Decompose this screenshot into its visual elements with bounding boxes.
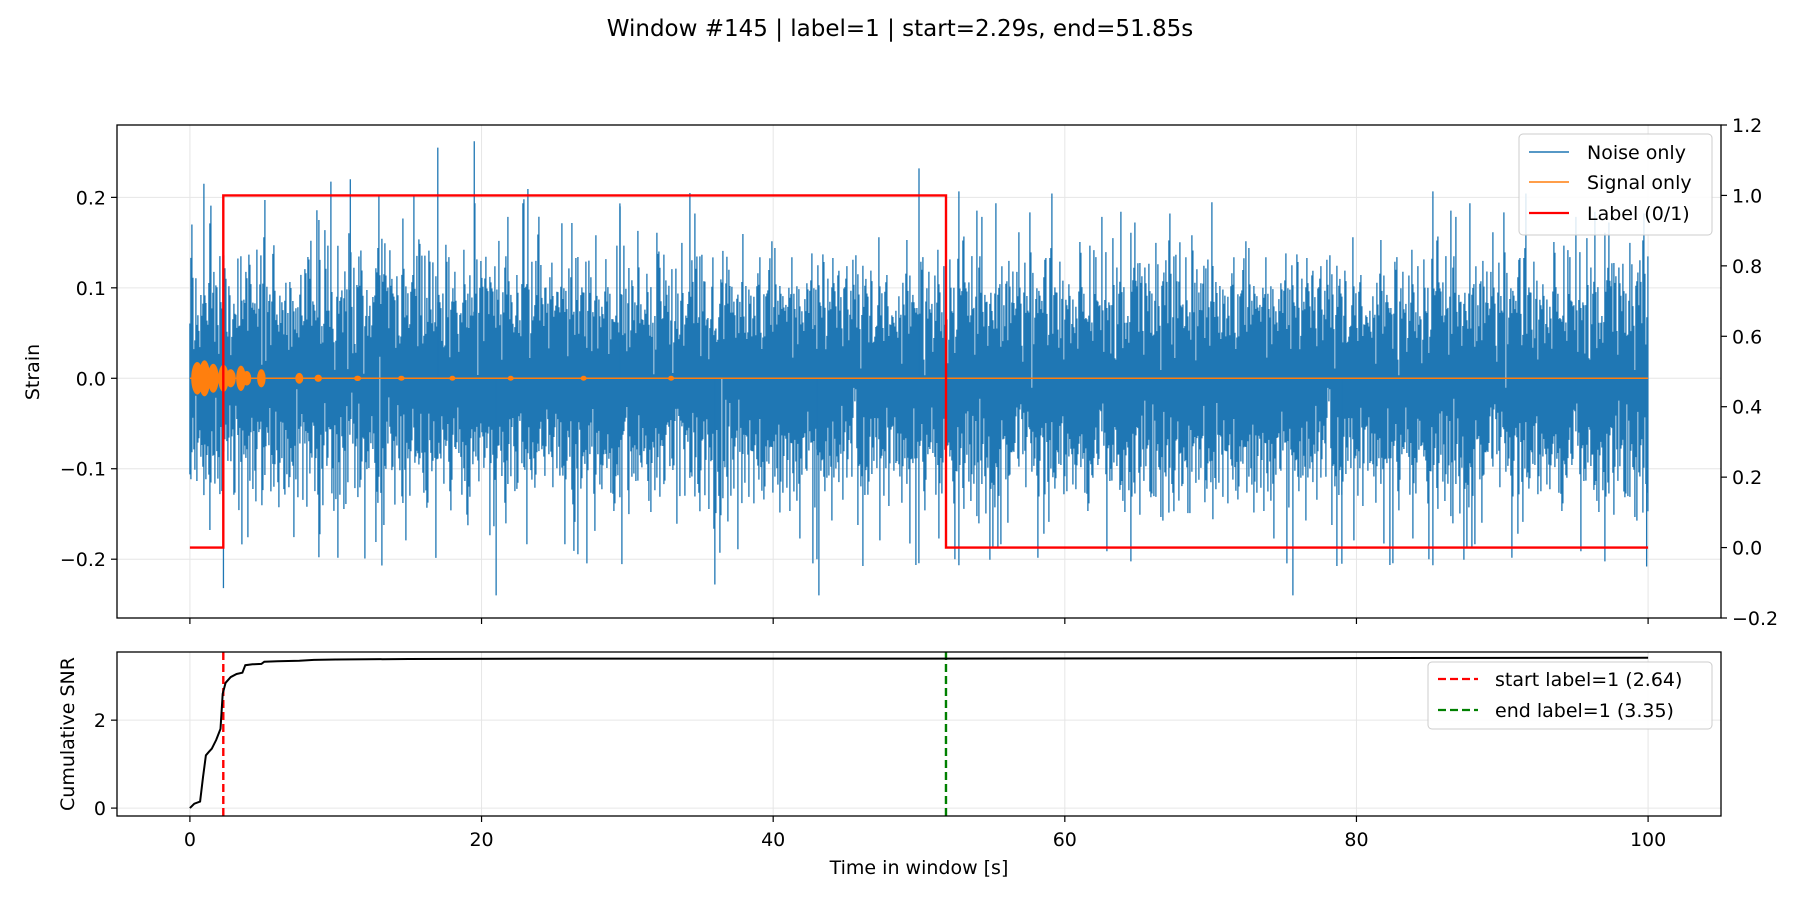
signal-burst-1 [198, 360, 211, 397]
signal-burst-6 [242, 371, 252, 386]
label-step-line [189, 194, 1649, 549]
figure-title: Window #145 | label=1 | start=2.29s, end… [607, 16, 1194, 42]
legend-label-start: start label=1 (2.64) [1495, 669, 1682, 691]
signal-burst-15 [668, 375, 675, 381]
bottom-xtick-label-4: 80 [1344, 829, 1368, 851]
signal-burst-11 [398, 375, 405, 381]
series-noise-only [189, 141, 1649, 596]
top-y2tick-label-7: 1.2 [1732, 115, 1762, 137]
signal-burst-5 [236, 365, 246, 391]
signal-burst-13 [507, 375, 514, 381]
bottom-x-ticks: 0 20 40 60 80 100 [184, 816, 1666, 851]
signal-burst-14 [580, 375, 587, 381]
bottom-ytick-label-0: 0 [94, 798, 106, 820]
legend-label-noise: Noise only [1587, 142, 1686, 164]
bottom-xtick-label-5: 100 [1630, 829, 1666, 851]
signal-burst-12 [449, 375, 456, 381]
top-ytick-label-2: 0.0 [76, 368, 106, 390]
top-y2tick-label-6: 1.0 [1732, 185, 1762, 207]
bottom-xtick-label-3: 60 [1053, 829, 1077, 851]
top-y2tick-label-5: 0.8 [1732, 256, 1762, 278]
top-y2-ticks: −0.2 0.0 0.2 0.4 0.6 0.8 1.0 1.2 [1721, 115, 1778, 630]
signal-burst-4 [225, 369, 236, 388]
bottom-legend: start label=1 (2.64) end label=1 (3.35) [1427, 661, 1713, 730]
legend-label-end: end label=1 (3.35) [1495, 700, 1674, 722]
bottom-panel: 02 0 20 40 60 80 100 Cumulative SNR Time in w… [57, 651, 1722, 879]
top-y2tick-label-2: 0.2 [1732, 467, 1762, 489]
signal-burst-9 [314, 374, 322, 382]
top-y-ticks: −0.2 −0.1 0.0 0.1 0.2 [60, 187, 117, 571]
bottom-plot-area [189, 652, 1649, 816]
noise-trace [189, 181, 1649, 596]
bottom-xtick-label-2: 40 [761, 829, 785, 851]
top-ytick-label-0: −0.2 [60, 549, 106, 571]
legend-label-signal: Signal only [1587, 172, 1692, 194]
top-y2tick-label-1: 0.0 [1732, 538, 1762, 560]
signal-burst-7 [257, 369, 266, 388]
top-plot-area [189, 141, 1649, 596]
top-y2tick-label-4: 0.6 [1732, 326, 1762, 348]
series-label [189, 194, 1649, 549]
bottom-y-ticks: 02 [94, 710, 117, 820]
top-panel: −0.2 −0.1 0.0 0.1 0.2 −0.2 0.0 0.2 0.4 0.6 0.8 1.0… [22, 115, 1778, 630]
legend-label-label: Label (0/1) [1587, 203, 1690, 225]
bottom-xtick-label-0: 0 [184, 829, 196, 851]
series-signal-only [189, 360, 1649, 397]
bottom-x-axis-label: Time in window [s] [829, 857, 1009, 879]
top-axes-frame [116, 124, 1722, 619]
top-y-axis-label: Strain [22, 344, 44, 400]
series-cumulative-snr [189, 656, 1649, 809]
top-x-ticks [189, 618, 1649, 624]
top-y2tick-label-3: 0.4 [1732, 397, 1762, 419]
signal-burst-10 [354, 375, 362, 381]
bottom-axes-frame [116, 651, 1722, 817]
top-legend-box [1518, 133, 1713, 236]
bottom-ytick-label-1: 2 [94, 710, 106, 732]
bottom-xtick-label-1: 20 [469, 829, 493, 851]
bottom-legend-box [1427, 661, 1713, 730]
top-y2tick-label-0: −0.2 [1732, 608, 1778, 630]
bottom-vlines [222, 652, 948, 816]
signal-burst-2 [207, 363, 219, 393]
signal-burst-8 [295, 372, 304, 384]
top-ytick-label-3: 0.1 [76, 278, 106, 300]
top-legend: Noise only Signal only Label (0/1) [1518, 133, 1713, 236]
bottom-y-axis-label: Cumulative SNR [57, 657, 79, 811]
top-ytick-label-1: −0.1 [60, 459, 106, 481]
top-ytick-label-4: 0.2 [76, 187, 106, 209]
